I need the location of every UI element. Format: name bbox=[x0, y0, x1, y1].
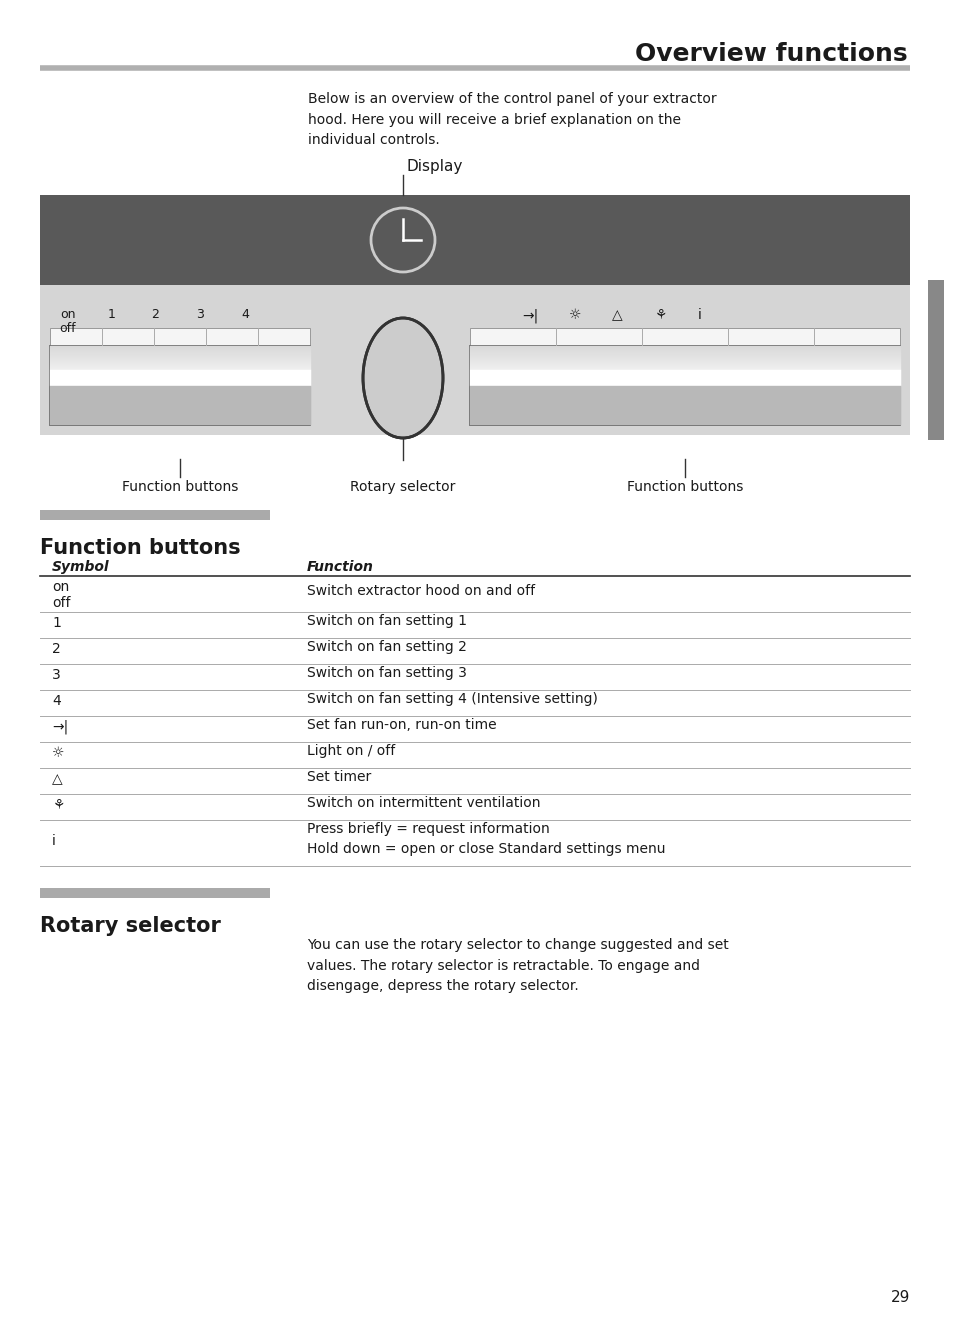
Text: ☼: ☼ bbox=[52, 747, 65, 760]
Text: △: △ bbox=[52, 772, 63, 786]
Text: Function buttons: Function buttons bbox=[122, 480, 238, 495]
Bar bbox=[927, 280, 943, 440]
Text: △: △ bbox=[611, 308, 621, 322]
Text: Function: Function bbox=[307, 560, 374, 574]
Bar bbox=[40, 285, 909, 435]
Text: Function buttons: Function buttons bbox=[40, 538, 240, 558]
Bar bbox=[40, 195, 909, 285]
Text: Display: Display bbox=[407, 159, 463, 174]
Text: on
off: on off bbox=[60, 308, 76, 335]
Text: on
off: on off bbox=[52, 581, 71, 610]
Text: 2: 2 bbox=[52, 642, 61, 656]
Text: Symbol: Symbol bbox=[52, 560, 110, 574]
Text: Switch on fan setting 3: Switch on fan setting 3 bbox=[307, 666, 466, 680]
Text: ⚘: ⚘ bbox=[653, 308, 665, 322]
Text: 4: 4 bbox=[52, 693, 61, 708]
Bar bbox=[50, 346, 310, 426]
Text: 4: 4 bbox=[241, 308, 249, 321]
Text: Switch on intermittent ventilation: Switch on intermittent ventilation bbox=[307, 796, 540, 810]
Text: Function buttons: Function buttons bbox=[626, 480, 742, 495]
Text: 1: 1 bbox=[108, 308, 116, 321]
Text: 3: 3 bbox=[52, 668, 61, 682]
Text: 1: 1 bbox=[52, 617, 61, 630]
Text: Set fan run-on, run-on time: Set fan run-on, run-on time bbox=[307, 717, 497, 732]
Text: ⚘: ⚘ bbox=[52, 798, 65, 812]
Text: 29: 29 bbox=[890, 1290, 909, 1305]
Text: Switch on fan setting 1: Switch on fan setting 1 bbox=[307, 614, 467, 629]
Bar bbox=[50, 328, 310, 346]
Text: 3: 3 bbox=[196, 308, 204, 321]
Text: →|: →| bbox=[521, 308, 537, 322]
Text: Switch on fan setting 4 (Intensive setting): Switch on fan setting 4 (Intensive setti… bbox=[307, 692, 598, 705]
Text: You can use the rotary selector to change suggested and set
values. The rotary s: You can use the rotary selector to chang… bbox=[307, 937, 728, 993]
Bar bbox=[40, 888, 270, 898]
Bar bbox=[470, 328, 899, 346]
Bar bbox=[470, 346, 899, 426]
Text: 2: 2 bbox=[151, 308, 159, 321]
Text: Switch extractor hood on and off: Switch extractor hood on and off bbox=[307, 583, 535, 598]
Text: Switch on fan setting 2: Switch on fan setting 2 bbox=[307, 640, 466, 654]
Text: Rotary selector: Rotary selector bbox=[40, 916, 221, 936]
Ellipse shape bbox=[363, 318, 442, 438]
Text: Below is an overview of the control panel of your extractor
hood. Here you will : Below is an overview of the control pane… bbox=[308, 91, 716, 147]
Text: Set timer: Set timer bbox=[307, 770, 371, 784]
Text: Light on / off: Light on / off bbox=[307, 744, 395, 758]
Bar bbox=[40, 511, 270, 520]
Text: ☼: ☼ bbox=[568, 308, 580, 322]
Text: →|: →| bbox=[52, 720, 69, 735]
Text: i: i bbox=[698, 308, 701, 322]
Text: Rotary selector: Rotary selector bbox=[350, 480, 456, 495]
Text: Overview functions: Overview functions bbox=[635, 42, 907, 66]
Text: Press briefly = request information
Hold down = open or close Standard settings : Press briefly = request information Hold… bbox=[307, 822, 665, 855]
Text: i: i bbox=[52, 834, 56, 849]
